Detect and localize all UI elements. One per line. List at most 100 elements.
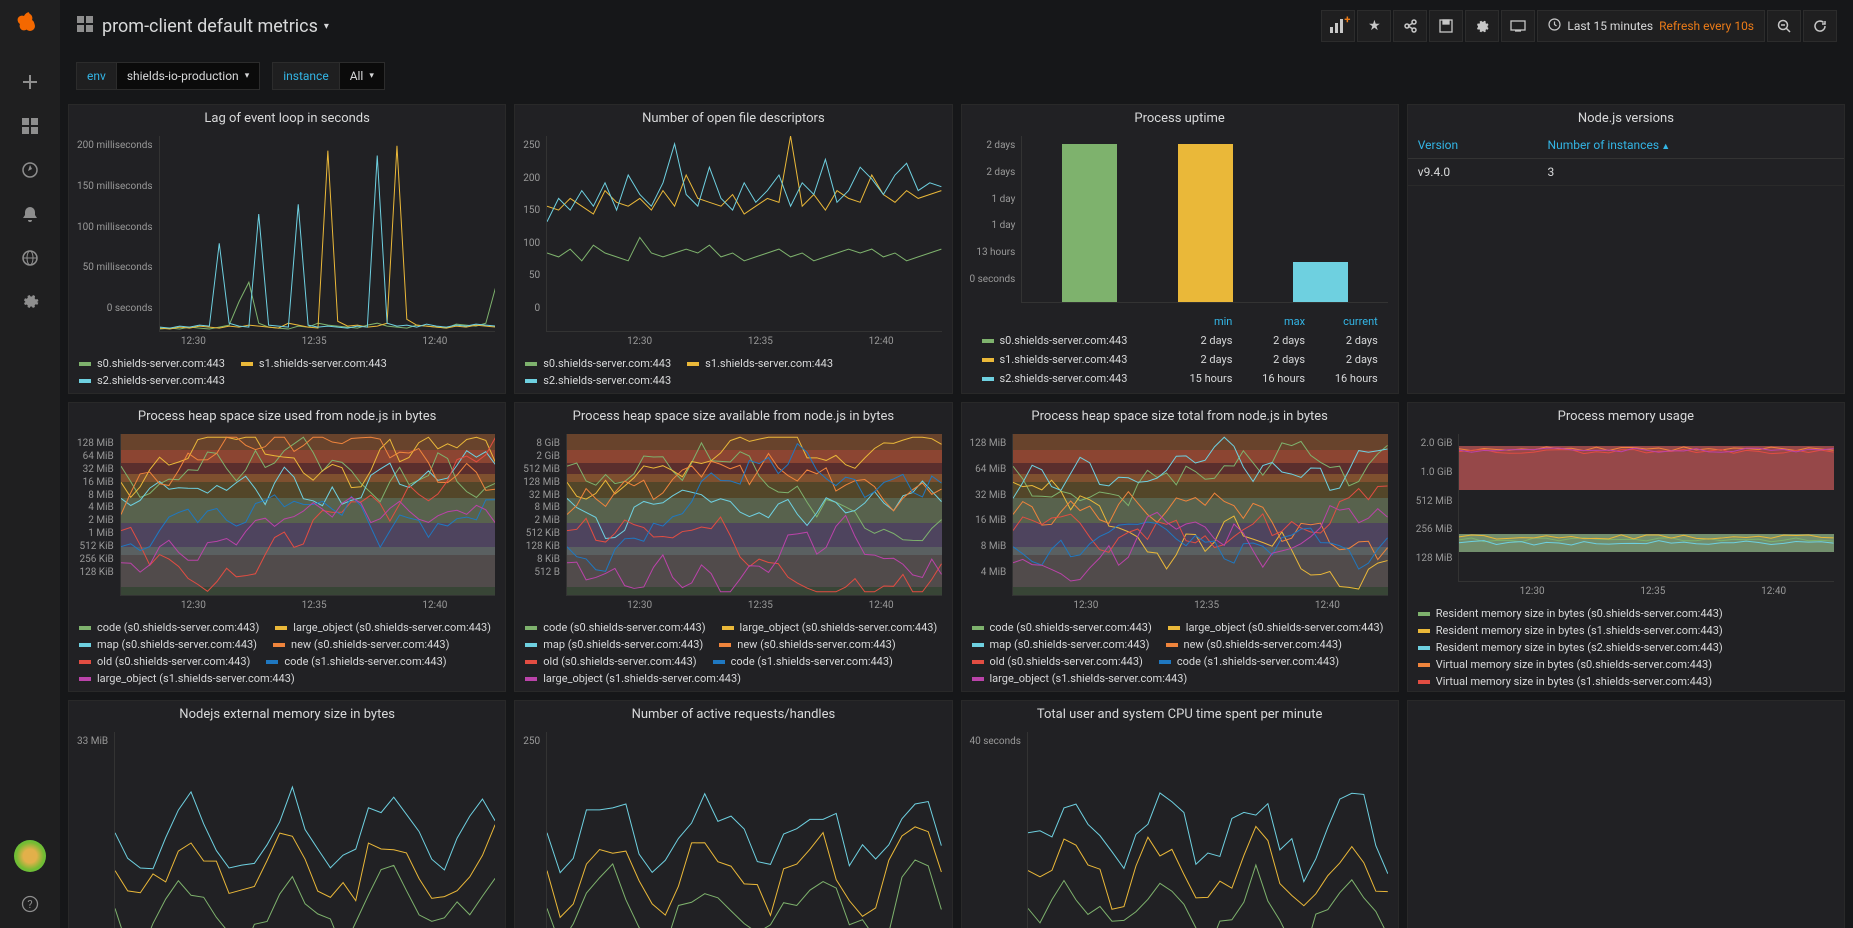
legend-item[interactable]: code (s1.shields-server.com:443) (713, 655, 893, 668)
legend-item[interactable]: s2.shields-server.com:443 (525, 374, 671, 387)
grafana-logo[interactable] (14, 10, 46, 42)
user-avatar[interactable] (14, 840, 46, 872)
plot-area[interactable] (1027, 732, 1388, 928)
panel-title[interactable]: Process heap space size total from node.… (962, 403, 1398, 430)
legend-item[interactable]: Resident memory size in bytes (s1.shield… (1418, 624, 1723, 637)
refresh-button[interactable] (1803, 10, 1837, 42)
panel-title[interactable]: Number of open file descriptors (515, 105, 951, 132)
panel-title[interactable]: Total user and system CPU time spent per… (962, 701, 1398, 728)
time-picker[interactable]: Last 15 minutes Refresh every 10s (1537, 10, 1765, 42)
legend-item[interactable]: large_object (s1.shields-server.com:443) (525, 672, 741, 685)
plot-area[interactable] (1458, 434, 1834, 582)
legend-item[interactable]: s0.shields-server.com:443 (525, 357, 671, 370)
server-icon[interactable] (10, 238, 50, 278)
table-header[interactable]: Number of instances (1538, 132, 1844, 159)
legend-item[interactable]: Resident memory size in bytes (s0.shield… (1418, 607, 1723, 620)
legend-item[interactable]: large_object (s1.shields-server.com:443) (79, 672, 295, 685)
legend-header[interactable]: current (1315, 313, 1386, 330)
legend-item[interactable]: old (s0.shields-server.com:443) (79, 655, 250, 668)
help-icon[interactable]: ? (10, 884, 50, 924)
legend-swatch (982, 377, 994, 381)
legend-item[interactable]: code (s0.shields-server.com:443) (79, 621, 259, 634)
legend-item[interactable]: Virtual memory size in bytes (s0.shields… (1418, 658, 1712, 671)
legend-item[interactable]: large_object (s0.shields-server.com:443) (275, 621, 491, 634)
plot-area[interactable] (159, 136, 496, 332)
panel-title[interactable]: Lag of event loop in seconds (69, 105, 505, 132)
legend-item[interactable]: Resident memory size in bytes (s2.shield… (1418, 641, 1723, 654)
star-button[interactable]: ★ (1357, 10, 1391, 42)
legend-item[interactable]: map (s0.shields-server.com:443) (972, 638, 1150, 651)
legend-label: s1.shields-server.com:443 (705, 357, 833, 370)
legend-label: old (s0.shields-server.com:443) (543, 655, 696, 668)
var-instance-value-text: All (350, 69, 364, 83)
legend-header[interactable]: max (1242, 313, 1313, 330)
bar[interactable] (1293, 262, 1348, 302)
configuration-icon[interactable] (10, 282, 50, 322)
panel-title[interactable]: Nodejs external memory size in bytes (69, 701, 505, 728)
legend-item[interactable]: map (s0.shields-server.com:443) (525, 638, 703, 651)
legend-label: code (s1.shields-server.com:443) (1177, 655, 1339, 668)
dashboards-icon[interactable] (10, 106, 50, 146)
panel-title[interactable]: Process heap space size available from n… (515, 403, 951, 430)
dashboard-nav-icon[interactable] (76, 15, 94, 38)
legend-item[interactable]: new (s0.shields-server.com:443) (1166, 638, 1342, 651)
var-instance-value[interactable]: All ▾ (339, 62, 385, 90)
axis-tick: 8 GiB (523, 438, 560, 449)
axis-tick: 256 MiB (1416, 524, 1453, 535)
legend-item[interactable]: large_object (s1.shields-server.com:443) (972, 672, 1188, 685)
legend-item[interactable]: code (s1.shields-server.com:443) (1159, 655, 1339, 668)
axis-tick: 512 MiB (1416, 496, 1453, 507)
legend-item[interactable]: code (s0.shields-server.com:443) (972, 621, 1152, 634)
legend-header[interactable]: min (1170, 313, 1241, 330)
legend-item[interactable]: s1.shields-server.com:443 (241, 357, 387, 370)
bar[interactable] (1062, 144, 1117, 302)
legend-item[interactable]: Virtual memory size in bytes (s1.shields… (1418, 675, 1712, 688)
legend-row[interactable]: s1.shields-server.com:4432 days2 days2 d… (974, 351, 1386, 368)
axis-tick: 64 MiB (970, 464, 1007, 475)
table-row[interactable]: v9.4.03 (1408, 159, 1844, 186)
panel-title[interactable]: Process uptime (962, 105, 1398, 132)
plot-area[interactable] (1012, 434, 1388, 596)
plot-area[interactable] (566, 434, 942, 596)
panel-title[interactable]: Number of active requests/handles (515, 701, 951, 728)
plot-area[interactable] (546, 136, 941, 332)
legend-item[interactable]: new (s0.shields-server.com:443) (719, 638, 895, 651)
legend-item[interactable]: large_object (s0.shields-server.com:443) (722, 621, 938, 634)
explore-icon[interactable] (10, 150, 50, 190)
legend-swatch (525, 660, 537, 664)
table-header[interactable]: Version (1408, 132, 1538, 159)
legend-item[interactable]: s0.shields-server.com:443 (79, 357, 225, 370)
share-button[interactable] (1393, 10, 1427, 42)
view-mode-button[interactable] (1501, 10, 1535, 42)
legend-item[interactable]: large_object (s0.shields-server.com:443) (1168, 621, 1384, 634)
zoom-out-button[interactable] (1767, 10, 1801, 42)
create-icon[interactable] (10, 62, 50, 102)
settings-button[interactable] (1465, 10, 1499, 42)
add-panel-button[interactable] (1321, 10, 1355, 42)
var-env-value[interactable]: shields-io-production ▾ (116, 62, 260, 90)
legend-item[interactable]: map (s0.shields-server.com:443) (79, 638, 257, 651)
axis-tick: 0 seconds (77, 303, 153, 314)
panel-title[interactable]: Node.js versions (1408, 105, 1844, 132)
legend-item[interactable]: new (s0.shields-server.com:443) (273, 638, 449, 651)
legend-item[interactable]: s1.shields-server.com:443 (687, 357, 833, 370)
panel-title[interactable]: Process memory usage (1408, 403, 1844, 430)
panel-title[interactable]: Process heap space size used from node.j… (69, 403, 505, 430)
plot-area[interactable] (1021, 136, 1387, 303)
axis-tick: 50 milliseconds (77, 262, 153, 273)
alerting-icon[interactable] (10, 194, 50, 234)
dashboard-title[interactable]: prom-client default metrics ▾ (102, 16, 329, 37)
legend-item[interactable]: code (s1.shields-server.com:443) (266, 655, 446, 668)
save-button[interactable] (1429, 10, 1463, 42)
legend-row[interactable]: s0.shields-server.com:4432 days2 days2 d… (974, 332, 1386, 349)
legend-item[interactable]: s2.shields-server.com:443 (79, 374, 225, 387)
legend-label: Resident memory size in bytes (s0.shield… (1436, 607, 1723, 620)
plot-area[interactable] (114, 732, 495, 928)
plot-area[interactable] (546, 732, 941, 928)
legend-item[interactable]: code (s0.shields-server.com:443) (525, 621, 705, 634)
plot-area[interactable] (120, 434, 496, 596)
bar[interactable] (1178, 144, 1233, 302)
legend-row[interactable]: s2.shields-server.com:44315 hours16 hour… (974, 370, 1386, 387)
legend-item[interactable]: old (s0.shields-server.com:443) (972, 655, 1143, 668)
legend-item[interactable]: old (s0.shields-server.com:443) (525, 655, 696, 668)
